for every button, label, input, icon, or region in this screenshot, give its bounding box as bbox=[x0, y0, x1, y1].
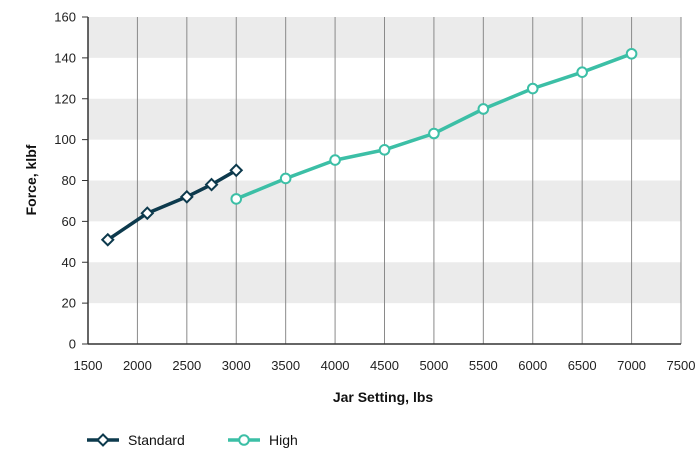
legend-item-high: High bbox=[228, 432, 298, 448]
x-tick-label: 4500 bbox=[370, 358, 399, 373]
x-tick-label: 3500 bbox=[271, 358, 300, 373]
data-point bbox=[576, 66, 588, 78]
x-tick-label: 6500 bbox=[568, 358, 597, 373]
data-point bbox=[625, 47, 638, 60]
x-tick-label: 2000 bbox=[123, 358, 152, 373]
x-tick-label: 5000 bbox=[419, 358, 448, 373]
x-tick-label: 4000 bbox=[321, 358, 350, 373]
x-tick-label: 1500 bbox=[74, 358, 103, 373]
x-tick-label: 5500 bbox=[469, 358, 498, 373]
data-point bbox=[279, 172, 292, 185]
axes bbox=[82, 16, 681, 345]
data-point bbox=[329, 154, 341, 166]
vertical-gridlines bbox=[136, 17, 682, 344]
x-tick-label: 3000 bbox=[222, 358, 251, 373]
data-point bbox=[428, 127, 440, 140]
legend-label: Standard bbox=[128, 432, 185, 448]
x-axis-title: Jar Setting, lbs bbox=[333, 389, 434, 405]
legend-marker bbox=[238, 434, 250, 446]
legend-marker bbox=[96, 433, 110, 447]
y-axis-title: Force, klbf bbox=[23, 144, 39, 215]
y-tick-label: 120 bbox=[54, 91, 76, 106]
x-tick-label: 2500 bbox=[172, 358, 201, 373]
series-high bbox=[230, 47, 638, 205]
y-tick-label: 40 bbox=[62, 255, 76, 270]
y-tick-label: 160 bbox=[54, 10, 76, 25]
x-tick-label: 7000 bbox=[617, 358, 646, 373]
y-tick-label: 60 bbox=[62, 214, 76, 229]
data-point bbox=[100, 232, 115, 247]
x-tick-labels: 1500 2000 2500 3000 3500 4000 4500 5000 5500 6000… bbox=[74, 358, 696, 373]
legend-label: High bbox=[269, 432, 298, 448]
x-tick-label: 6000 bbox=[518, 358, 547, 373]
data-point bbox=[140, 206, 155, 221]
x-tick-label: 7500 bbox=[667, 358, 696, 373]
data-point bbox=[526, 82, 539, 95]
y-tick-label: 100 bbox=[54, 132, 76, 147]
data-point bbox=[230, 193, 243, 205]
series-layer bbox=[100, 47, 638, 247]
y-tick-label: 20 bbox=[62, 296, 76, 311]
data-point bbox=[378, 144, 391, 156]
y-tick-labels: 0 20 40 60 80 100 120 140 160 bbox=[54, 10, 76, 352]
legend-item-standard: Standard bbox=[87, 432, 185, 448]
y-tick-label: 140 bbox=[54, 50, 76, 65]
y-tick-label: 80 bbox=[62, 173, 76, 188]
data-point bbox=[229, 163, 244, 178]
data-point bbox=[179, 189, 194, 204]
data-point bbox=[477, 103, 490, 115]
data-point bbox=[204, 177, 219, 192]
legend: Standard High bbox=[87, 432, 298, 448]
y-tick-label: 0 bbox=[69, 337, 76, 352]
series-standard bbox=[100, 163, 244, 247]
